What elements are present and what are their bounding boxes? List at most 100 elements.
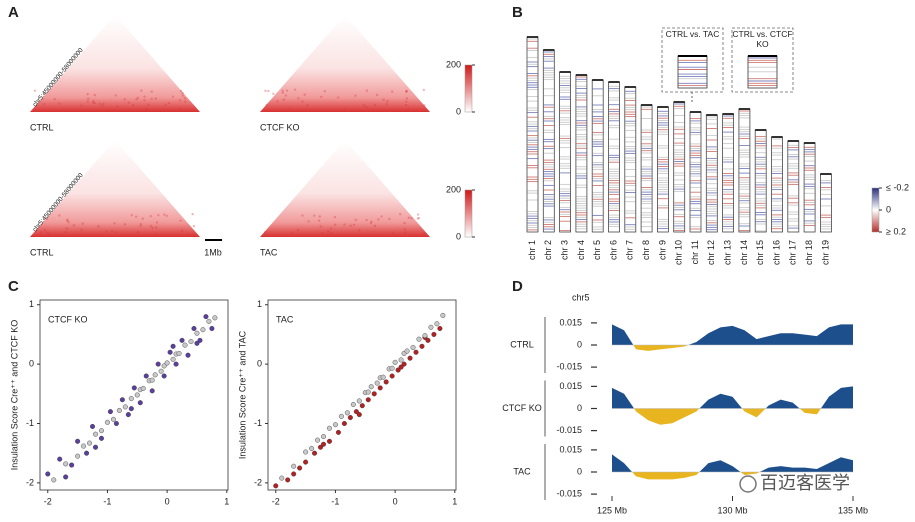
- contact-texture: [81, 222, 85, 225]
- chromosome-label: chr 15: [755, 240, 765, 265]
- contact-texture: [303, 93, 306, 96]
- contact-texture: [58, 102, 61, 105]
- contact-texture: [377, 218, 380, 221]
- x-tick-label: 125 Mb: [597, 505, 627, 515]
- contact-texture: [86, 93, 89, 96]
- contact-texture: [323, 90, 327, 93]
- y-tick-label: 0: [577, 466, 582, 476]
- contact-texture: [149, 214, 153, 218]
- contact-texture: [264, 89, 267, 93]
- contact-texture: [417, 216, 421, 220]
- point: [365, 389, 371, 395]
- y-tick-label: -0.015: [556, 488, 582, 498]
- x-tick-label: 1: [224, 496, 229, 506]
- contact-texture: [423, 104, 426, 107]
- colorbar-tick-label: 200: [446, 184, 461, 194]
- point: [431, 331, 437, 337]
- contact-texture: [416, 217, 420, 220]
- point: [140, 385, 146, 391]
- contact-texture: [333, 223, 337, 226]
- panel-label: A: [8, 4, 19, 21]
- contact-texture: [405, 97, 409, 100]
- contact-texture: [43, 228, 46, 232]
- contact-texture: [187, 233, 190, 236]
- area-positive: [612, 386, 853, 409]
- point: [93, 444, 99, 450]
- point: [152, 372, 158, 378]
- point: [326, 438, 332, 444]
- point: [113, 421, 119, 427]
- point: [332, 422, 338, 428]
- area-positive: [612, 324, 853, 345]
- contact-texture: [98, 102, 102, 106]
- point: [185, 352, 191, 358]
- chromosome: [657, 106, 669, 233]
- point: [149, 388, 155, 394]
- point: [392, 359, 398, 365]
- chromosome-label: chr 9: [657, 240, 667, 260]
- point: [81, 443, 87, 449]
- contact-texture: [155, 221, 159, 224]
- contact-texture: [317, 219, 321, 222]
- y-tick-label: 0.015: [559, 444, 582, 454]
- contact-texture: [140, 89, 143, 92]
- chromosome-label: chr 13: [722, 240, 732, 265]
- inset-box: [731, 27, 794, 93]
- point: [279, 475, 285, 481]
- chromosome-label: chr 1: [527, 240, 537, 260]
- x-tick-label: -1: [331, 496, 339, 506]
- contact-texture: [143, 98, 146, 102]
- y-tick-label: 0.015: [559, 317, 582, 327]
- point: [191, 326, 197, 332]
- y-tick-label: -1: [254, 418, 262, 428]
- contact-texture: [416, 213, 420, 216]
- y-tick-label: 0: [577, 403, 582, 413]
- point: [338, 413, 344, 419]
- point: [45, 471, 51, 477]
- point: [194, 340, 200, 346]
- point: [383, 379, 389, 385]
- contact-texture: [307, 220, 310, 223]
- contact-texture: [399, 213, 402, 216]
- point: [179, 337, 185, 343]
- contact-texture: [281, 91, 284, 94]
- contact-texture: [333, 215, 337, 219]
- chromosome: [624, 86, 637, 233]
- x-tick-label: 135 Mb: [838, 505, 868, 515]
- colorbar-tick-label: ≤ -0.2: [886, 182, 909, 192]
- contact-texture: [349, 224, 352, 227]
- contact-texture: [264, 233, 267, 237]
- contact-texture: [184, 100, 187, 103]
- contact-texture: [382, 98, 385, 101]
- contact-texture: [306, 104, 309, 107]
- contact-texture: [329, 227, 333, 230]
- x-tick-label: -2: [272, 496, 280, 506]
- point: [75, 438, 81, 444]
- contact-texture: [191, 212, 194, 216]
- contact-texture: [380, 215, 383, 218]
- contact-texture: [92, 101, 95, 104]
- contact-texture: [143, 95, 146, 98]
- contact-texture: [373, 103, 377, 107]
- chart-label: TAC: [276, 314, 294, 324]
- point: [371, 391, 377, 397]
- point: [309, 445, 315, 451]
- point: [161, 363, 167, 369]
- contact-texture: [43, 103, 46, 106]
- contact-texture: [178, 99, 182, 102]
- point: [422, 333, 428, 339]
- contact-texture: [405, 89, 408, 93]
- point: [107, 409, 113, 415]
- y-tick-label: -2: [26, 477, 34, 487]
- contact-texture: [132, 103, 135, 107]
- contact-texture: [123, 98, 126, 101]
- point: [413, 349, 419, 355]
- contact-texture: [179, 107, 182, 111]
- chart-label: CTCF KO: [48, 314, 88, 324]
- chromosome-label: chr 2: [543, 240, 553, 260]
- contact-texture: [147, 103, 150, 106]
- contact-texture: [72, 224, 76, 227]
- point: [437, 326, 443, 332]
- point: [128, 396, 134, 402]
- point: [176, 350, 182, 356]
